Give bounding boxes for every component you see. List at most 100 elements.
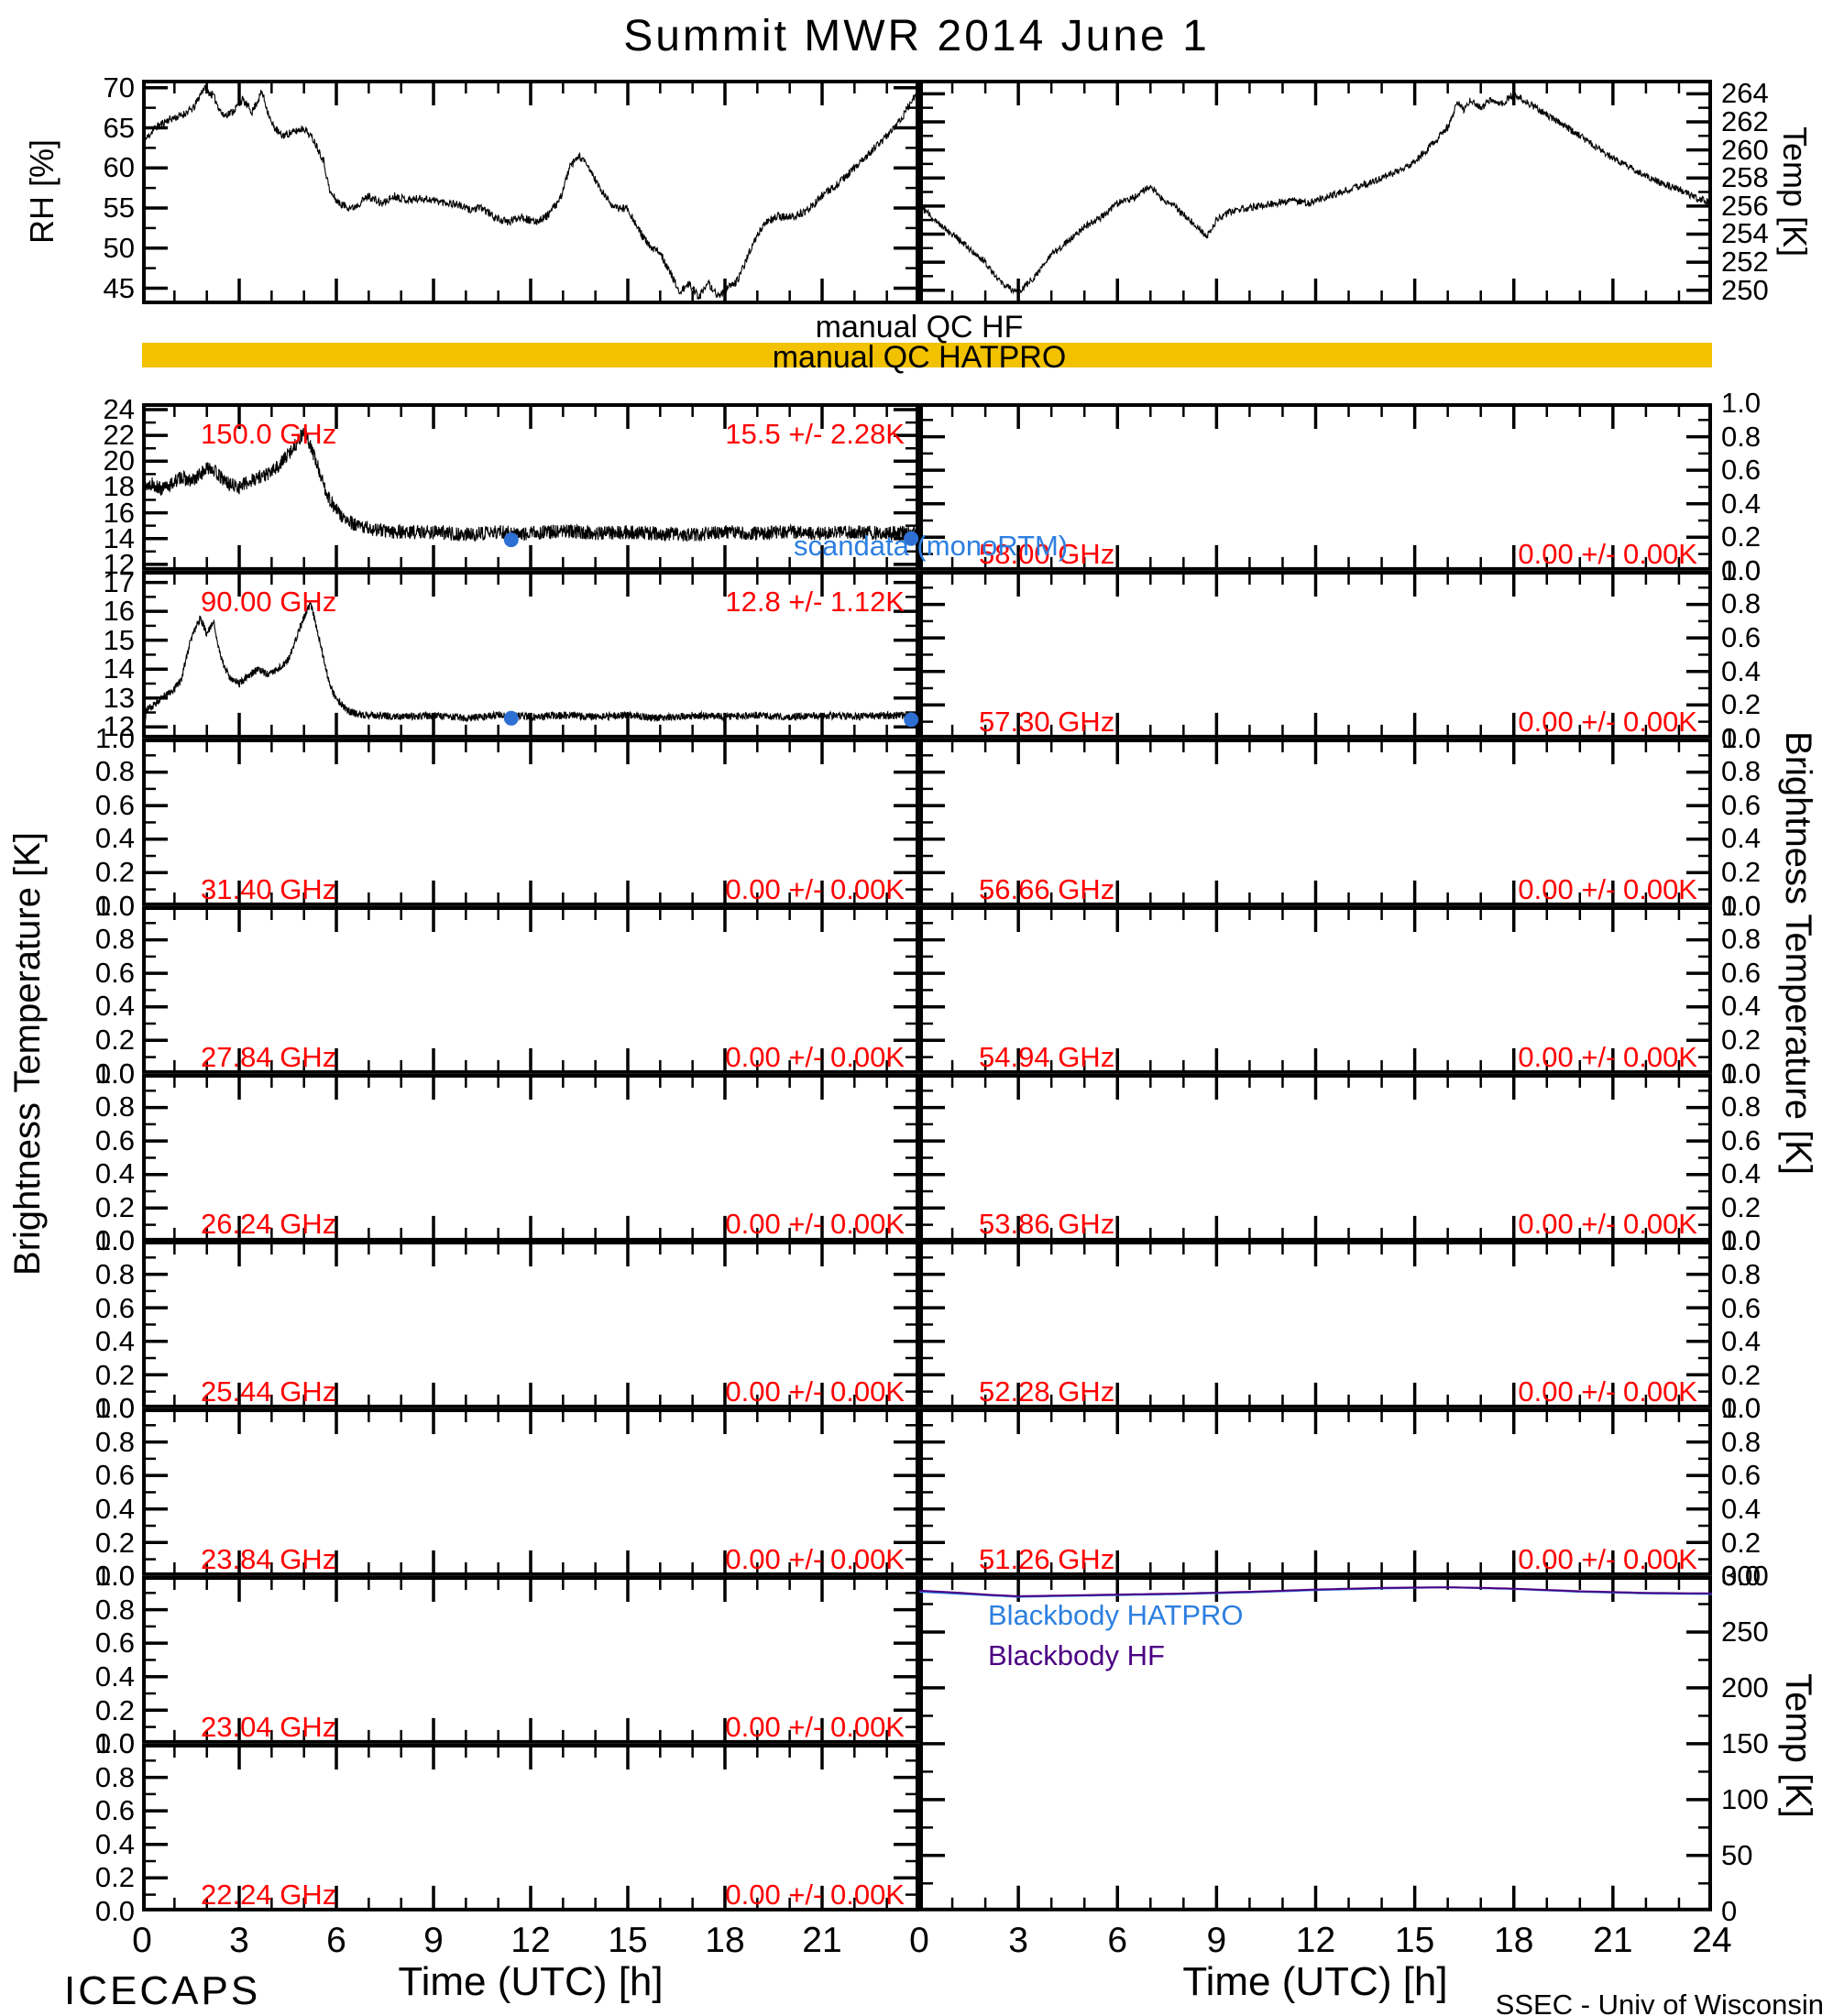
freq-label-tb-2544: 25.44 GHz [201,1375,337,1408]
y-tick-label: 0.6 [94,1627,135,1660]
freq-label-tb-150ghz: 150.0 GHz [201,418,337,450]
time-axis-label-right: Time (UTC) [h] [1182,1959,1448,2004]
tb-5666-plot-area [919,738,1712,906]
panel-tb-150ghz: 24 22 20 18 16 14 12 150.0 GHz 15.5 +/- 2.28K [104,395,919,578]
x-tick-label: 21 [802,1920,842,1960]
stats-label-tb-2784: 0.00 +/- 0.00K [725,1040,905,1073]
blackbody-hf-legend: Blackbody HF [988,1639,1165,1671]
y-tick-label: 22 [103,419,135,452]
panel-tb-5494: 1.0 0.8 0.6 0.4 0.2 0.0 54.94 GHz 0.00 +/- 0.00… [919,892,1761,1088]
panel-tb-2784: 1.0 0.8 0.6 0.4 0.2 0.0 27.84 GHz 0.00 +/- 0.00… [95,892,919,1088]
y-tick-label: 260 [1721,133,1769,166]
temp-ambient-plot-area [919,80,1712,304]
freq-label-tb-3140: 31.40 GHz [201,872,337,905]
y-tick-label: 0.2 [1721,1023,1762,1056]
y-tick-label: 0.6 [1721,956,1762,989]
y-tick-label: 1.0 [1721,889,1762,922]
rh-axis-label: RH [%] [23,139,60,245]
panel-tb-90ghz: 17 16 15 14 13 12 90.00 GHz 12.8 +/- 1.12K [104,568,919,740]
panel-tb-3140: 1.0 0.8 0.6 0.4 0.2 0.0 31.40 GHz 0.00 +/- 0.00… [95,724,919,920]
y-tick-label: 0.2 [1721,1526,1762,1559]
y-tick-label: 0.0 [1721,1392,1762,1425]
y-tick-label: 0.6 [94,1794,135,1827]
y-tick-label: 1.0 [1721,1057,1762,1090]
y-tick-label: 0.4 [1721,487,1762,520]
y-tick-label: 252 [1721,246,1769,279]
y-tick-label: 0.2 [94,1358,135,1391]
tb-5228-plot-area [919,1241,1712,1409]
x-tick-label: 3 [229,1920,249,1960]
tb-90ghz-plot-area [142,570,919,739]
freq-label-tb-5494: 54.94 GHz [979,1040,1115,1073]
tb-2544-plot-area [142,1241,919,1409]
temp-top-axis-label: Temp [K] [1776,126,1814,257]
panel-tb-5228: 1.0 0.8 0.6 0.4 0.2 0.0 52.28 GHz 0.00 +/- 0.00… [919,1226,1761,1422]
y-tick-label: 0.0 [1721,1224,1762,1257]
y-tick-label: 0.0 [1721,889,1762,922]
x-tick-label: 0 [132,1920,152,1960]
y-tick-label: 0.0 [1721,721,1762,754]
y-tick-label: 0.8 [1721,1425,1762,1458]
panel-tb-2304: 1.0 0.8 0.6 0.4 0.2 0.0 23.04 GHz 0.00 +/- 0.00… [95,1561,919,1758]
y-tick-label: 15 [103,623,135,656]
y-tick-label: 24 [103,393,135,426]
stats-label-tb-5228: 0.00 +/- 0.00K [1518,1375,1697,1408]
y-tick-label: 0.2 [94,1526,135,1559]
y-tick-label: 1.0 [1721,721,1762,754]
y-tick-label: 0.8 [94,1425,135,1458]
y-tick-label: 0.0 [94,1224,135,1257]
freq-label-tb-5800: 58.00 GHz [979,537,1115,570]
y-tick-label: 18 [103,470,135,503]
y-tick-label: 0.8 [94,1258,135,1290]
x-tick-label: 9 [1206,1920,1227,1960]
y-tick-label: 262 [1721,104,1769,137]
brightness-temp-left-axis-label: Brightness Temperature [K] [7,832,48,1276]
stats-label-tb-2224: 0.00 +/- 0.00K [725,1878,905,1911]
y-tick-label: 0.8 [1721,923,1762,956]
tb-5730-plot-area [919,570,1712,739]
y-tick-label: 254 [1721,217,1769,250]
panel-tb-5730: 1.0 0.8 0.6 0.4 0.2 0.0 57.30 GHz 0.00 +/- 0.00… [919,556,1761,752]
rh-plot-area [142,80,919,304]
y-tick-label: 0.0 [1721,553,1762,586]
y-tick-label: 0.4 [94,1325,135,1358]
y-tick-label: 0.2 [94,1693,135,1726]
y-tick-label: 0.2 [1721,520,1762,553]
y-tick-label: 50 [103,231,135,264]
y-tick-label: 0.6 [1721,1459,1762,1492]
tb-5386-plot-area [919,1073,1712,1242]
y-tick-label: 0.4 [1721,990,1762,1023]
y-tick-label: 250 [1721,1616,1769,1649]
y-tick-label: 0.4 [1721,822,1762,855]
y-tick-label: 1.0 [1721,1224,1762,1257]
y-tick-label: 0.6 [94,1291,135,1324]
y-tick-label: 0.2 [1721,1358,1762,1391]
y-tick-label: 0.0 [94,889,135,922]
y-tick-label: 16 [103,595,135,628]
y-tick-label: 14 [103,521,135,554]
y-tick-label: 1.0 [94,1392,135,1425]
y-tick-label: 1.0 [1721,553,1762,586]
y-tick-label: 258 [1721,161,1769,194]
panel-tb-2544: 1.0 0.8 0.6 0.4 0.2 0.0 25.44 GHz 0.00 +/- 0.00… [95,1226,919,1422]
freq-label-tb-5386: 53.86 GHz [979,1208,1115,1241]
panel-rh: 70 65 60 55 50 45 [104,73,919,304]
x-tick-label: 3 [1008,1920,1028,1960]
x-tick-label: 21 [1593,1920,1633,1960]
stats-label-tb-2544: 0.00 +/- 0.00K [725,1375,905,1408]
stats-label-tb-5386: 0.00 +/- 0.00K [1518,1208,1697,1241]
x-tick-label: 6 [1107,1920,1128,1960]
y-tick-label: 0.6 [1721,788,1762,821]
y-tick-label: 0.4 [94,990,135,1023]
project-label: ICECAPS [64,1968,261,2013]
y-tick-label: 0.2 [1721,856,1762,889]
y-tick-label: 0.4 [1721,1157,1762,1190]
stats-label-tb-2304: 0.00 +/- 0.00K [725,1711,905,1744]
x-tick-label: 6 [326,1920,346,1960]
x-tick-label: 12 [1295,1920,1336,1960]
panel-tb-2384: 1.0 0.8 0.6 0.4 0.2 0.0 23.84 GHz 0.00 +/- 0.00… [95,1394,919,1590]
y-tick-label: 256 [1721,189,1769,222]
freq-label-tb-2624: 26.24 GHz [201,1208,337,1241]
blackbody-plot-area [919,1576,1712,1912]
